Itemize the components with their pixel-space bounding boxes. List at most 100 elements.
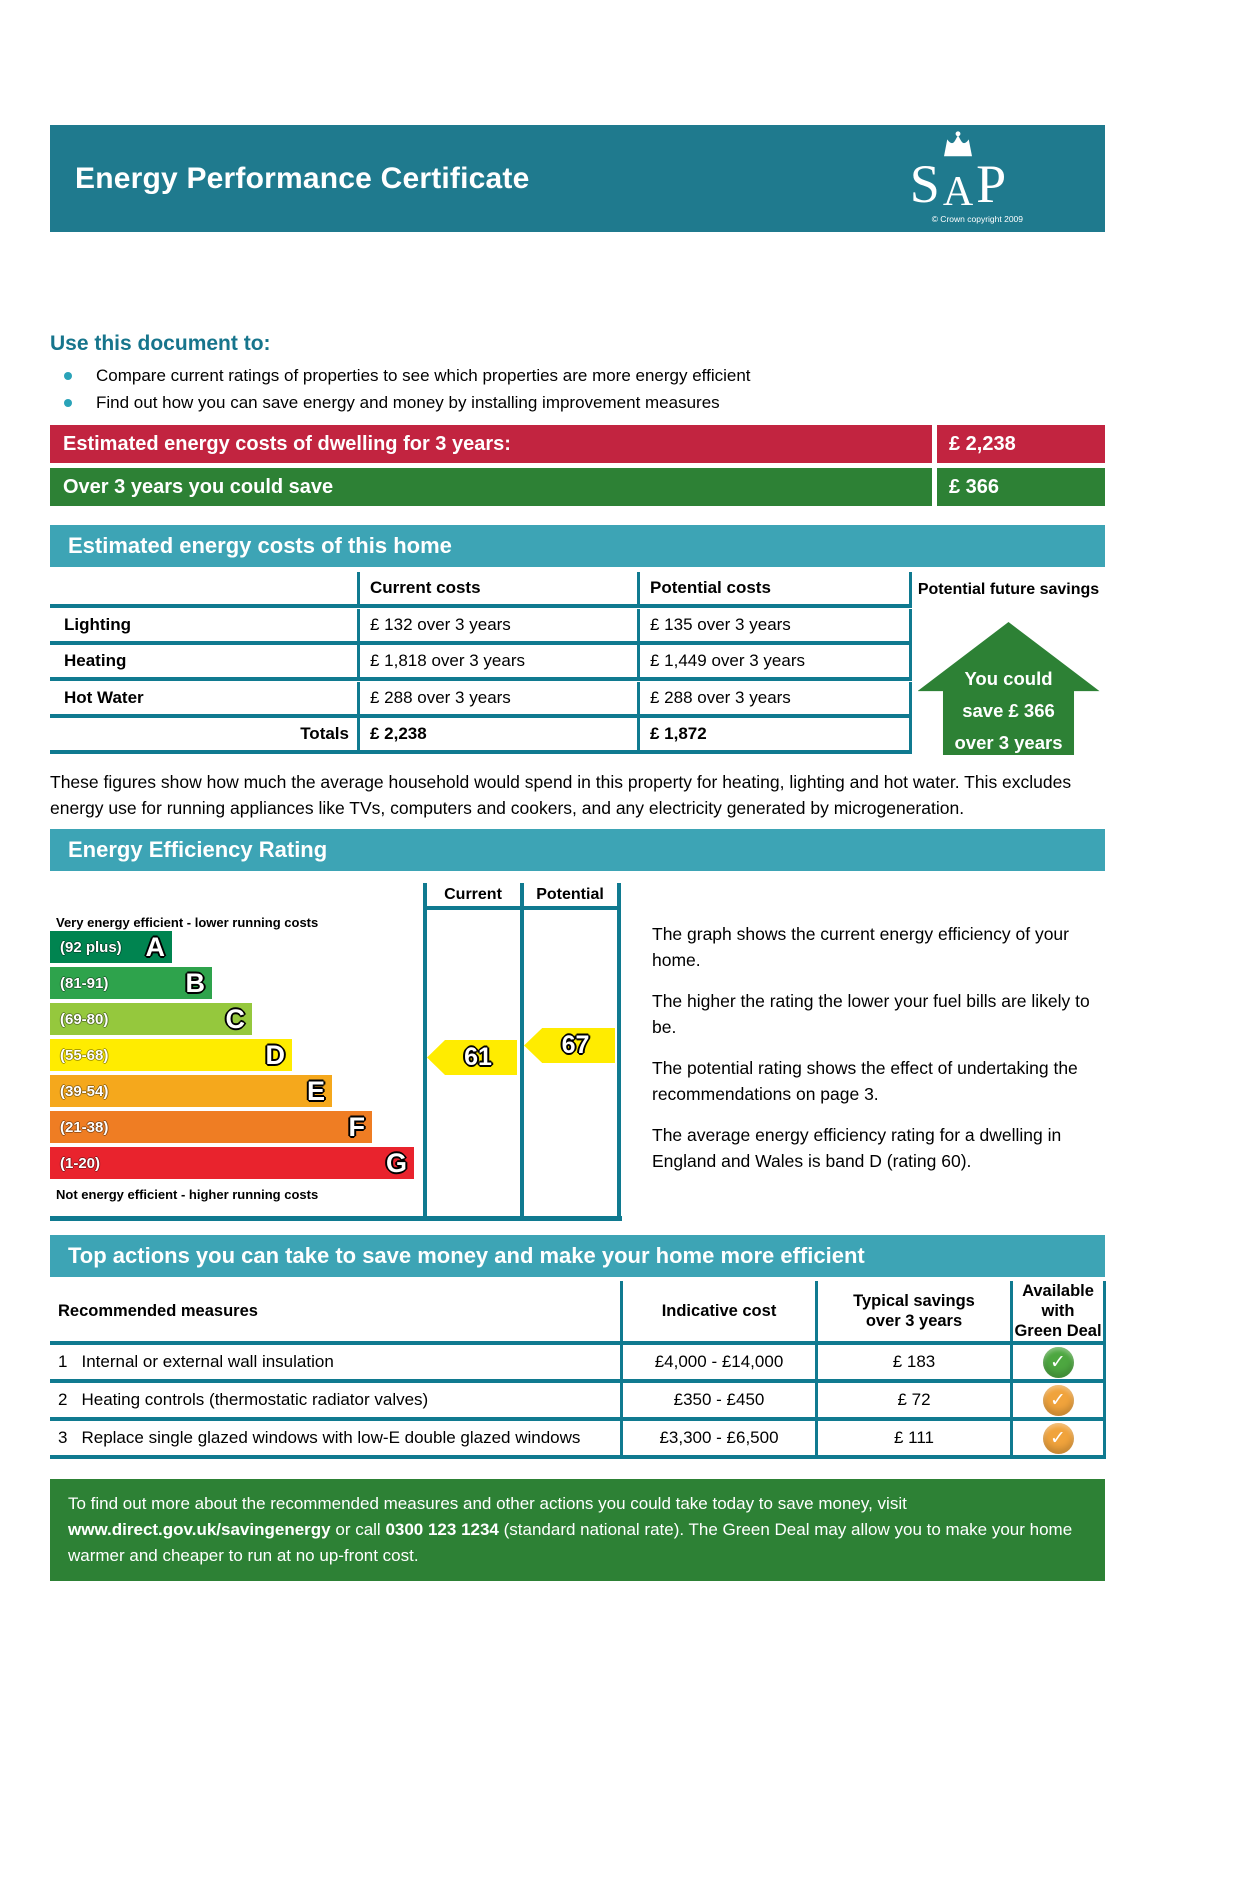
cost-row-current: £ 288 over 3 years	[357, 681, 637, 718]
rating-layout: Current Potential Very energy efficient …	[50, 883, 1105, 1221]
footer-text-part: or call	[330, 1520, 386, 1539]
epc-band-letter: A	[145, 931, 166, 962]
action-greendeal-cell: ✓	[1010, 1383, 1106, 1421]
summary-bar-value: £ 2,238	[937, 425, 1105, 463]
epc-band-range: (81-91)	[60, 974, 109, 992]
summary-bar-label: Over 3 years you could save	[50, 468, 932, 506]
actions-header-savings-line1: Typical savings	[853, 1292, 975, 1310]
epc-band-range: (1-20)	[60, 1154, 101, 1172]
summary-bar-value: £ 366	[937, 468, 1105, 506]
epc-band-range: (69-80)	[60, 1010, 109, 1028]
savings-arrow-line2: save £ 366	[962, 700, 1055, 722]
sap-letter-a: A	[942, 169, 974, 215]
action-cost: £3,300 - £6,500	[620, 1421, 815, 1459]
epc-rating-chart: Current Potential Very energy efficient …	[50, 883, 622, 1221]
actions-header-greendeal: Available with Green Deal	[1010, 1281, 1106, 1345]
savings-arrow-graphic: You could save £ 366 over 3 years	[917, 622, 1100, 755]
rating-paragraph: The average energy efficiency rating for…	[652, 1125, 1062, 1171]
rating-paragraph: The higher the rating the lower your fue…	[652, 991, 1090, 1037]
intro-bullet-item: Compare current ratings of properties to…	[50, 366, 1105, 386]
bullet-icon	[64, 372, 72, 380]
epc-band-range: (39-54)	[60, 1082, 109, 1100]
bullet-icon	[64, 399, 72, 407]
cost-row-potential: £ 135 over 3 years	[637, 608, 912, 645]
check-glyph: ✓	[1050, 1389, 1066, 1411]
epc-band: (1-20) G	[50, 1147, 414, 1179]
epc-band-letter: G	[385, 1147, 407, 1178]
action-measure-text: Replace single glazed windows with low-E…	[81, 1428, 581, 1447]
footer-text-part: www.direct.gov.uk/savingenergy	[68, 1520, 331, 1539]
header-band: Energy Performance Certificate S A P © C…	[50, 125, 1105, 232]
actions-header-savings-line2: over 3 years	[865, 1312, 963, 1330]
summary-bar-label: Estimated energy costs of dwelling for 3…	[50, 425, 932, 463]
chart-column-line	[617, 883, 621, 1216]
actions-header-greendeal-line2: Green Deal	[1014, 1322, 1102, 1340]
chart-column-line	[520, 883, 524, 1216]
costs-table-layout: Current costs Potential costs Lighting £…	[50, 572, 1105, 755]
costs-note: These figures show how much the average …	[50, 772, 1072, 818]
chart-bottom-border	[50, 1216, 622, 1221]
cost-row-potential: £ 288 over 3 years	[637, 681, 912, 718]
epc-band: (21-38) F	[50, 1111, 372, 1143]
potential-rating-value: 67	[561, 1031, 590, 1059]
chart-bottom-label: Not energy efficient - higher running co…	[56, 1187, 319, 1202]
cost-summary-bars: Estimated energy costs of dwelling for 3…	[50, 425, 1105, 506]
action-measure: 3 Replace single glazed windows with low…	[50, 1421, 620, 1459]
current-rating-value: 61	[464, 1043, 492, 1071]
actions-header-measures: Recommended measures	[50, 1281, 620, 1345]
chart-top-label: Very energy efficient - lower running co…	[56, 915, 319, 930]
action-number: 3	[58, 1428, 68, 1447]
check-glyph: ✓	[1050, 1351, 1066, 1373]
chart-column-line	[423, 883, 427, 1216]
greendeal-check-icon: ✓	[1042, 1384, 1074, 1416]
summary-bar: Estimated energy costs of dwelling for 3…	[50, 425, 1105, 463]
sap-logo: S A P © Crown copyright 2009	[893, 131, 1023, 224]
intro-section: Use this document to: Compare current ra…	[50, 332, 1105, 413]
footer-info-box: To find out more about the recommended m…	[50, 1479, 1105, 1581]
epc-band-list: (92 plus) A (81-91) B (69-80) C (55-68) …	[50, 931, 414, 1183]
epc-band-range: (21-38)	[60, 1118, 109, 1136]
savings-arrow-text: You could save £ 366 over 3 years	[918, 663, 1100, 755]
intro-bullet-item: Find out how you can save energy and mon…	[50, 393, 1105, 413]
action-number: 1	[58, 1352, 68, 1371]
action-greendeal-cell: ✓	[1010, 1421, 1106, 1459]
actions-table: Recommended measures Indicative cost Typ…	[50, 1281, 1106, 1459]
totals-current: £ 2,238	[357, 718, 637, 755]
sap-letter-s: S	[909, 154, 940, 214]
future-savings-column: Potential future savings You could save …	[912, 572, 1105, 755]
future-savings-header: Potential future savings	[917, 581, 1100, 598]
action-savings: £ 72	[815, 1383, 1010, 1421]
action-measure: 2 Heating controls (thermostatic radiato…	[50, 1383, 620, 1421]
bullet-text: Compare current ratings of properties to…	[96, 366, 751, 385]
action-measure-text: Internal or external wall insulation	[81, 1352, 334, 1371]
rating-paragraph: The potential rating shows the effect of…	[652, 1058, 1078, 1104]
sap-logo-text: S A P	[893, 154, 1023, 215]
crown-copyright-text: © Crown copyright 2009	[931, 214, 1023, 224]
actions-header-cost: Indicative cost	[620, 1281, 815, 1345]
greendeal-check-icon: ✓	[1042, 1346, 1074, 1378]
costs-table: Current costs Potential costs Lighting £…	[50, 572, 912, 755]
cost-row-potential: £ 1,449 over 3 years	[637, 645, 912, 682]
costs-header-blank	[50, 572, 357, 608]
footer-text-part: 0300 123 1234	[385, 1520, 499, 1539]
certificate-page: Energy Performance Certificate S A P © C…	[50, 125, 1106, 1581]
epc-band-letter: D	[265, 1039, 286, 1070]
epc-band: (81-91) B	[50, 967, 212, 999]
summary-bar: Over 3 years you could save £ 366	[50, 468, 1105, 506]
intro-heading: Use this document to:	[50, 332, 271, 355]
cost-row-label: Lighting	[50, 609, 357, 645]
actions-header-savings: Typical savings over 3 years	[815, 1281, 1010, 1345]
action-cost: £350 - £450	[620, 1383, 815, 1421]
footer-text-part: To find out more about the recommended m…	[68, 1494, 907, 1513]
epc-band: (92 plus) A	[50, 931, 172, 963]
epc-band-letter: E	[306, 1075, 325, 1106]
crown-icon	[941, 131, 975, 164]
current-rating-marker: 61	[427, 1040, 517, 1075]
action-savings: £ 183	[815, 1345, 1010, 1383]
action-greendeal-cell: ✓	[1010, 1345, 1106, 1383]
cost-row-label: Heating	[50, 645, 357, 682]
sap-letter-p: P	[976, 154, 1007, 214]
footer-text-part: (standard national rate). The Green Deal…	[68, 1520, 1073, 1565]
action-measure: 1 Internal or external wall insulation	[50, 1345, 620, 1383]
check-glyph: ✓	[1050, 1427, 1066, 1449]
